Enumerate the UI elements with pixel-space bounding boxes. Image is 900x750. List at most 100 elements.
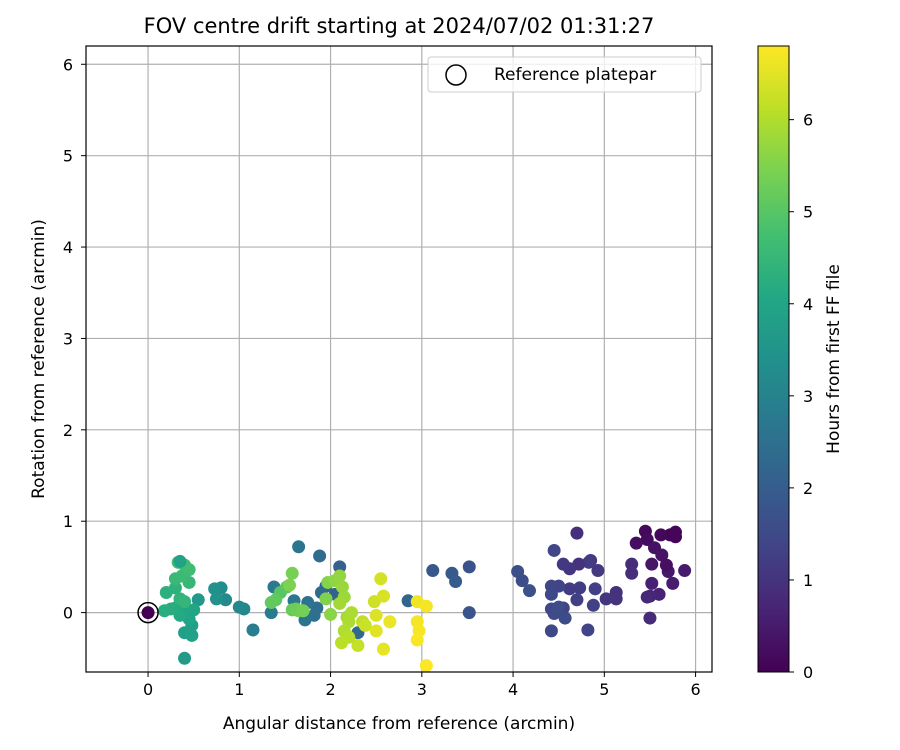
data-point: [625, 566, 639, 580]
data-point: [462, 606, 476, 620]
colorbar-tick-label: 5: [803, 203, 813, 222]
data-point: [282, 578, 296, 592]
data-point: [232, 600, 246, 614]
data-point: [515, 574, 529, 588]
data-point: [374, 572, 388, 586]
scatter-points: [157, 524, 692, 673]
data-point: [570, 593, 584, 607]
colorbar-ticks: 0 1 2 3 4 5 6: [789, 111, 813, 682]
legend-reference-marker: [445, 64, 467, 86]
data-point: [208, 582, 222, 596]
x-tick-label: 1: [234, 680, 244, 699]
x-tick-label: 0: [143, 680, 153, 699]
x-tick-label: 5: [599, 680, 609, 699]
data-point: [358, 618, 372, 632]
data-point: [376, 589, 390, 603]
data-point: [426, 564, 440, 578]
data-point: [563, 582, 577, 596]
data-point: [187, 603, 201, 617]
data-point: [178, 595, 192, 609]
data-point: [666, 576, 680, 590]
y-axis-label: Rotation from reference (arcmin): [29, 219, 49, 499]
y-tick-label: 2: [63, 421, 73, 440]
x-tick-label: 4: [508, 680, 518, 699]
data-point: [552, 600, 566, 614]
data-point: [582, 555, 596, 569]
x-axis-label: Angular distance from reference (arcmin): [223, 714, 575, 734]
data-point: [419, 599, 433, 613]
data-point: [645, 557, 659, 571]
data-point: [264, 606, 278, 620]
data-point: [185, 628, 199, 642]
colorbar-tick-label: 4: [803, 295, 813, 314]
data-point: [383, 615, 397, 629]
data-point: [544, 587, 558, 601]
x-tick-label: 6: [690, 680, 700, 699]
reference-point-fill: [141, 606, 155, 620]
data-point: [157, 604, 171, 618]
data-point: [522, 584, 536, 598]
colorbar-tick-label: 0: [803, 663, 813, 682]
data-point: [570, 526, 584, 540]
data-point: [178, 651, 192, 665]
data-point: [351, 638, 365, 652]
data-point: [410, 633, 424, 647]
data-point: [209, 592, 223, 606]
data-point: [599, 592, 613, 606]
colorbar-tick-label: 3: [803, 387, 813, 406]
data-point: [645, 576, 659, 590]
y-tick-label: 3: [63, 329, 73, 348]
data-point: [168, 581, 182, 595]
data-point: [591, 564, 605, 578]
data-point: [655, 548, 669, 562]
y-tick-label: 4: [63, 238, 73, 257]
colorbar-tick-label: 2: [803, 479, 813, 498]
data-point: [324, 607, 338, 621]
data-point: [285, 566, 299, 580]
data-point: [462, 560, 476, 574]
data-point: [191, 593, 205, 607]
y-tick-label: 0: [63, 604, 73, 623]
data-point: [668, 525, 682, 539]
y-axis-ticks: 0 1 2 3 4 5 6: [63, 55, 86, 623]
data-point: [313, 549, 327, 563]
data-point: [625, 557, 639, 571]
data-point: [588, 582, 602, 596]
data-point: [333, 569, 347, 583]
reference-marker-group: [137, 601, 159, 624]
data-point: [558, 611, 572, 625]
colorbar: [757, 45, 790, 673]
data-point: [333, 560, 347, 574]
colorbar-label: Hours from first FF file: [824, 264, 844, 454]
data-point: [335, 636, 349, 650]
data-point: [586, 598, 600, 612]
legend: Reference platepar: [427, 56, 702, 93]
chart-title: FOV centre drift starting at 2024/07/02 …: [144, 14, 655, 38]
data-point: [678, 564, 692, 578]
data-point: [629, 536, 643, 550]
data-point: [369, 624, 383, 638]
reference-platepar-marker: [137, 601, 159, 624]
data-point: [335, 580, 349, 594]
y-tick-label: 5: [63, 147, 73, 166]
y-tick-label: 6: [63, 55, 73, 74]
data-point: [547, 543, 561, 557]
data-point: [573, 581, 587, 595]
data-point: [654, 528, 668, 542]
data-point: [296, 604, 310, 618]
data-point: [264, 596, 278, 610]
legend-box: [427, 56, 702, 93]
x-tick-label: 2: [325, 680, 335, 699]
data-point: [449, 575, 463, 589]
y-tick-label: 1: [63, 512, 73, 531]
data-point: [419, 659, 433, 673]
data-point: [333, 596, 347, 610]
data-point: [319, 592, 333, 606]
data-point: [556, 557, 570, 571]
data-point: [292, 540, 306, 554]
data-point: [609, 592, 623, 606]
data-point: [659, 558, 673, 572]
data-point: [345, 606, 359, 620]
x-tick-label: 3: [417, 680, 427, 699]
